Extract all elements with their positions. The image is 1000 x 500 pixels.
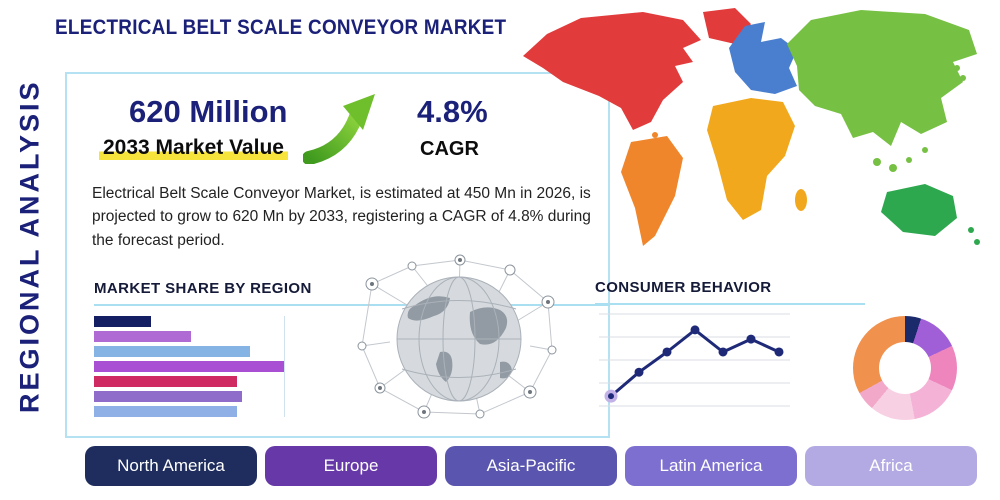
map-north-america (523, 12, 701, 130)
bar-segment-5 (94, 376, 237, 387)
donut-hole (879, 342, 931, 394)
map-europe (729, 22, 797, 94)
market-value: 620 Million (129, 94, 288, 129)
market-value-caption: 2033 Market Value (99, 136, 288, 160)
consumer-behavior-heading: CONSUMER BEHAVIOR (595, 279, 865, 305)
region-button-europe[interactable]: Europe (265, 446, 437, 486)
cagr-label: CAGR (420, 138, 479, 160)
line-chart (599, 313, 790, 407)
map-indonesia-island (873, 158, 881, 166)
globe-network-icon (357, 254, 557, 419)
map-indonesia-island (906, 157, 912, 163)
bar-chart-gridline (284, 316, 285, 417)
bar-segment-4 (94, 361, 284, 372)
region-button-latin-america[interactable]: Latin America (625, 446, 797, 486)
market-description: Electrical Belt Scale Conveyor Market, i… (92, 185, 591, 249)
summary-card: 620 Million 2033 Market Value 4.8% CAGR … (65, 72, 610, 438)
map-australia (881, 184, 957, 236)
region-button-north-america[interactable]: North America (85, 446, 257, 486)
bar-segment-2 (94, 331, 191, 342)
world-map (523, 8, 980, 246)
market-share-heading: MARKET SHARE BY REGION (94, 280, 610, 306)
map-japan-island (954, 65, 960, 71)
map-indonesia-island (889, 164, 897, 172)
map-madagascar (795, 189, 807, 211)
region-buttons: North America Europe Asia-Pacific Latin Ame… (85, 446, 977, 486)
region-button-asia-pacific[interactable]: Asia-Pacific (445, 446, 617, 486)
map-new-zealand-island (968, 227, 974, 233)
region-button-africa[interactable]: Africa (805, 446, 977, 486)
vertical-label: REGIONAL ANALYSIS (14, 79, 45, 413)
bar-segment-7 (94, 406, 237, 417)
donut-chart (853, 316, 957, 420)
bar-segment-1 (94, 316, 151, 327)
map-philippines-island (922, 147, 928, 153)
bar-segment-6 (94, 391, 242, 402)
map-japan-island (960, 75, 966, 81)
map-south-america (621, 136, 683, 246)
map-caribbean-island (652, 132, 658, 138)
cagr-value: 4.8% (417, 94, 488, 129)
bar-segment-3 (94, 346, 250, 357)
bar-chart (94, 316, 294, 421)
map-asia (787, 10, 977, 146)
page-title: ELECTRICAL BELT SCALE CONVEYOR MARKET (55, 16, 507, 39)
map-africa (707, 98, 795, 220)
growth-arrow-icon (303, 94, 375, 164)
map-new-zealand-island (974, 239, 980, 245)
